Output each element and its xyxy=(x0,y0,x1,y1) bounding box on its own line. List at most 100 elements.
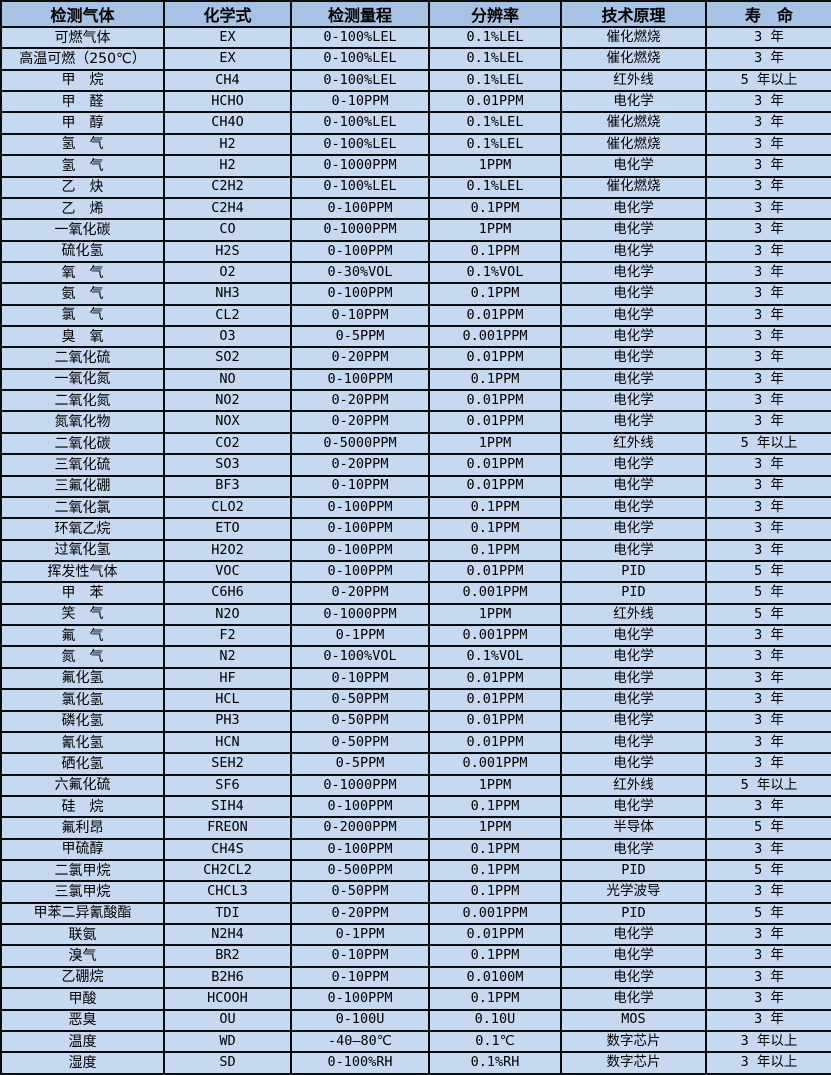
cell-technology-principle: 电化学 xyxy=(560,453,707,477)
table-row: 三氧化硫 SO3 0-20PPM 0.01PPM 电化学 3 年 xyxy=(0,453,831,477)
table-row: 氟化氢 HF 0-10PPM 0.01PPM 电化学 3 年 xyxy=(0,666,831,691)
cell-detection-range: 0-100PPM xyxy=(290,538,430,563)
cell-gas-name: 氟 气 xyxy=(0,624,165,648)
cell-resolution: 0.01PPM xyxy=(428,474,562,498)
cell-resolution: 0.1PPM xyxy=(428,282,562,306)
cell-resolution: 0.1℃ xyxy=(428,1029,562,1054)
cell-detection-range: 0-100PPM xyxy=(290,559,430,584)
cell-technology-principle: 电化学 xyxy=(560,260,707,285)
cell-resolution: 0.01PPM xyxy=(428,410,562,434)
cell-chemical-formula: F2 xyxy=(163,624,292,648)
cell-gas-name: 氟化氢 xyxy=(0,666,165,691)
cell-resolution: 0.1%LEL xyxy=(428,132,562,157)
cell-gas-name: 氯 气 xyxy=(0,303,165,328)
cell-technology-principle: 光学波导 xyxy=(560,880,707,904)
cell-lifespan: 3 年 xyxy=(705,645,831,669)
cell-detection-range: 0-100PPM xyxy=(290,987,430,1011)
cell-technology-principle: 电化学 xyxy=(560,239,707,263)
cell-resolution: 0.1%LEL xyxy=(428,47,562,71)
cell-technology-principle: 电化学 xyxy=(560,730,707,755)
cell-technology-principle: 电化学 xyxy=(560,495,707,520)
cell-chemical-formula: CH4S xyxy=(163,837,292,862)
table-row: 挥发性气体 VOC 0-100PPM 0.01PPM PID 5 年 xyxy=(0,559,831,584)
table-row: 溴气 BR2 0-10PPM 0.1PPM 电化学 3 年 xyxy=(0,944,831,968)
cell-lifespan: 3 年 xyxy=(705,987,831,1011)
cell-resolution: 0.01PPM xyxy=(428,709,562,733)
cell-lifespan: 3 年 xyxy=(705,752,831,776)
cell-lifespan: 5 年以上 xyxy=(705,773,831,797)
cell-resolution: 0.1PPM xyxy=(428,367,562,392)
cell-detection-range: 0-1PPM xyxy=(290,624,430,648)
cell-chemical-formula: CLO2 xyxy=(163,495,292,520)
table-row: 甲酸 HCOOH 0-100PPM 0.1PPM 电化学 3 年 xyxy=(0,987,831,1011)
cell-resolution: 0.01PPM xyxy=(428,666,562,691)
cell-lifespan: 5 年 xyxy=(705,901,831,926)
cell-chemical-formula: CHCL3 xyxy=(163,880,292,904)
cell-resolution: 0.1%VOL xyxy=(428,645,562,669)
cell-gas-name: 臭 氧 xyxy=(0,325,165,349)
cell-lifespan: 3 年 xyxy=(705,495,831,520)
cell-gas-name: 三氟化硼 xyxy=(0,474,165,498)
cell-resolution: 0.01PPM xyxy=(428,453,562,477)
cell-resolution: 0.001PPM xyxy=(428,901,562,926)
cell-chemical-formula: WD xyxy=(163,1029,292,1054)
cell-gas-name: 甲酸 xyxy=(0,987,165,1011)
cell-resolution: 1PPM xyxy=(428,816,562,840)
cell-detection-range: 0-20PPM xyxy=(290,410,430,434)
cell-chemical-formula: SD xyxy=(163,1051,292,1075)
cell-resolution: 0.1PPM xyxy=(428,239,562,263)
cell-technology-principle: 催化燃烧 xyxy=(560,111,707,135)
cell-resolution: 1PPM xyxy=(428,431,562,456)
cell-resolution: 0.1%RH xyxy=(428,1051,562,1075)
cell-detection-range: 0-100%LEL xyxy=(290,68,430,93)
cell-lifespan: 5 年以上 xyxy=(705,431,831,456)
cell-resolution: 0.1PPM xyxy=(428,880,562,904)
cell-technology-principle: 数字芯片 xyxy=(560,1051,707,1075)
table-row: 温度 WD -40—80℃ 0.1℃ 数字芯片 3 年以上 xyxy=(0,1029,831,1054)
cell-detection-range: 0-100%LEL xyxy=(290,132,430,157)
header-detection-range: 检测量程 xyxy=(290,0,430,28)
cell-gas-name: 甲硫醇 xyxy=(0,837,165,862)
cell-gas-name: 磷化氢 xyxy=(0,709,165,733)
cell-gas-name: 硒化氢 xyxy=(0,752,165,776)
cell-detection-range: 0-100%LEL xyxy=(290,25,430,50)
cell-lifespan: 3 年 xyxy=(705,389,831,413)
cell-lifespan: 3 年 xyxy=(705,730,831,755)
cell-chemical-formula: BF3 xyxy=(163,474,292,498)
cell-detection-range: 0-100PPM xyxy=(290,367,430,392)
cell-lifespan: 3 年 xyxy=(705,282,831,306)
table-row: 甲苯二异氰酸酯 TDI 0-20PPM 0.001PPM PID 5 年 xyxy=(0,901,831,926)
cell-detection-range: 0-100PPM xyxy=(290,794,430,819)
cell-chemical-formula: HCN xyxy=(163,730,292,755)
cell-technology-principle: 电化学 xyxy=(560,794,707,819)
cell-lifespan: 3 年 xyxy=(705,175,831,199)
table-row: 氯 气 CL2 0-10PPM 0.01PPM 电化学 3 年 xyxy=(0,303,831,328)
cell-resolution: 1PPM xyxy=(428,773,562,797)
cell-resolution: 0.1PPM xyxy=(428,858,562,883)
cell-lifespan: 3 年 xyxy=(705,25,831,50)
cell-gas-name: 溴气 xyxy=(0,944,165,968)
cell-chemical-formula: SEH2 xyxy=(163,752,292,776)
cell-detection-range: 0-10PPM xyxy=(290,474,430,498)
cell-detection-range: 0-10PPM xyxy=(290,666,430,691)
cell-lifespan: 3 年 xyxy=(705,688,831,712)
cell-resolution: 0.01PPM xyxy=(428,559,562,584)
cell-technology-principle: PID xyxy=(560,559,707,584)
table-row: 硫化氢 H2S 0-100PPM 0.1PPM 电化学 3 年 xyxy=(0,239,831,263)
header-technology-principle: 技术原理 xyxy=(560,0,707,28)
cell-lifespan: 3 年 xyxy=(705,47,831,71)
cell-chemical-formula: CH2CL2 xyxy=(163,858,292,883)
cell-chemical-formula: EX xyxy=(163,47,292,71)
cell-technology-principle: 电化学 xyxy=(560,410,707,434)
table-row: 氮 气 N2 0-100%VOL 0.1%VOL 电化学 3 年 xyxy=(0,645,831,669)
cell-technology-principle: 催化燃烧 xyxy=(560,25,707,50)
cell-lifespan: 3 年 xyxy=(705,794,831,819)
cell-detection-range: 0-100PPM xyxy=(290,517,430,541)
cell-technology-principle: 电化学 xyxy=(560,709,707,733)
table-row: 二氧化硫 SO2 0-20PPM 0.01PPM 电化学 3 年 xyxy=(0,346,831,370)
cell-gas-name: 硫化氢 xyxy=(0,239,165,263)
cell-technology-principle: 电化学 xyxy=(560,154,707,178)
cell-lifespan: 3 年 xyxy=(705,965,831,990)
cell-gas-name: 氧 气 xyxy=(0,260,165,285)
cell-detection-range: 0-1000PPM xyxy=(290,154,430,178)
